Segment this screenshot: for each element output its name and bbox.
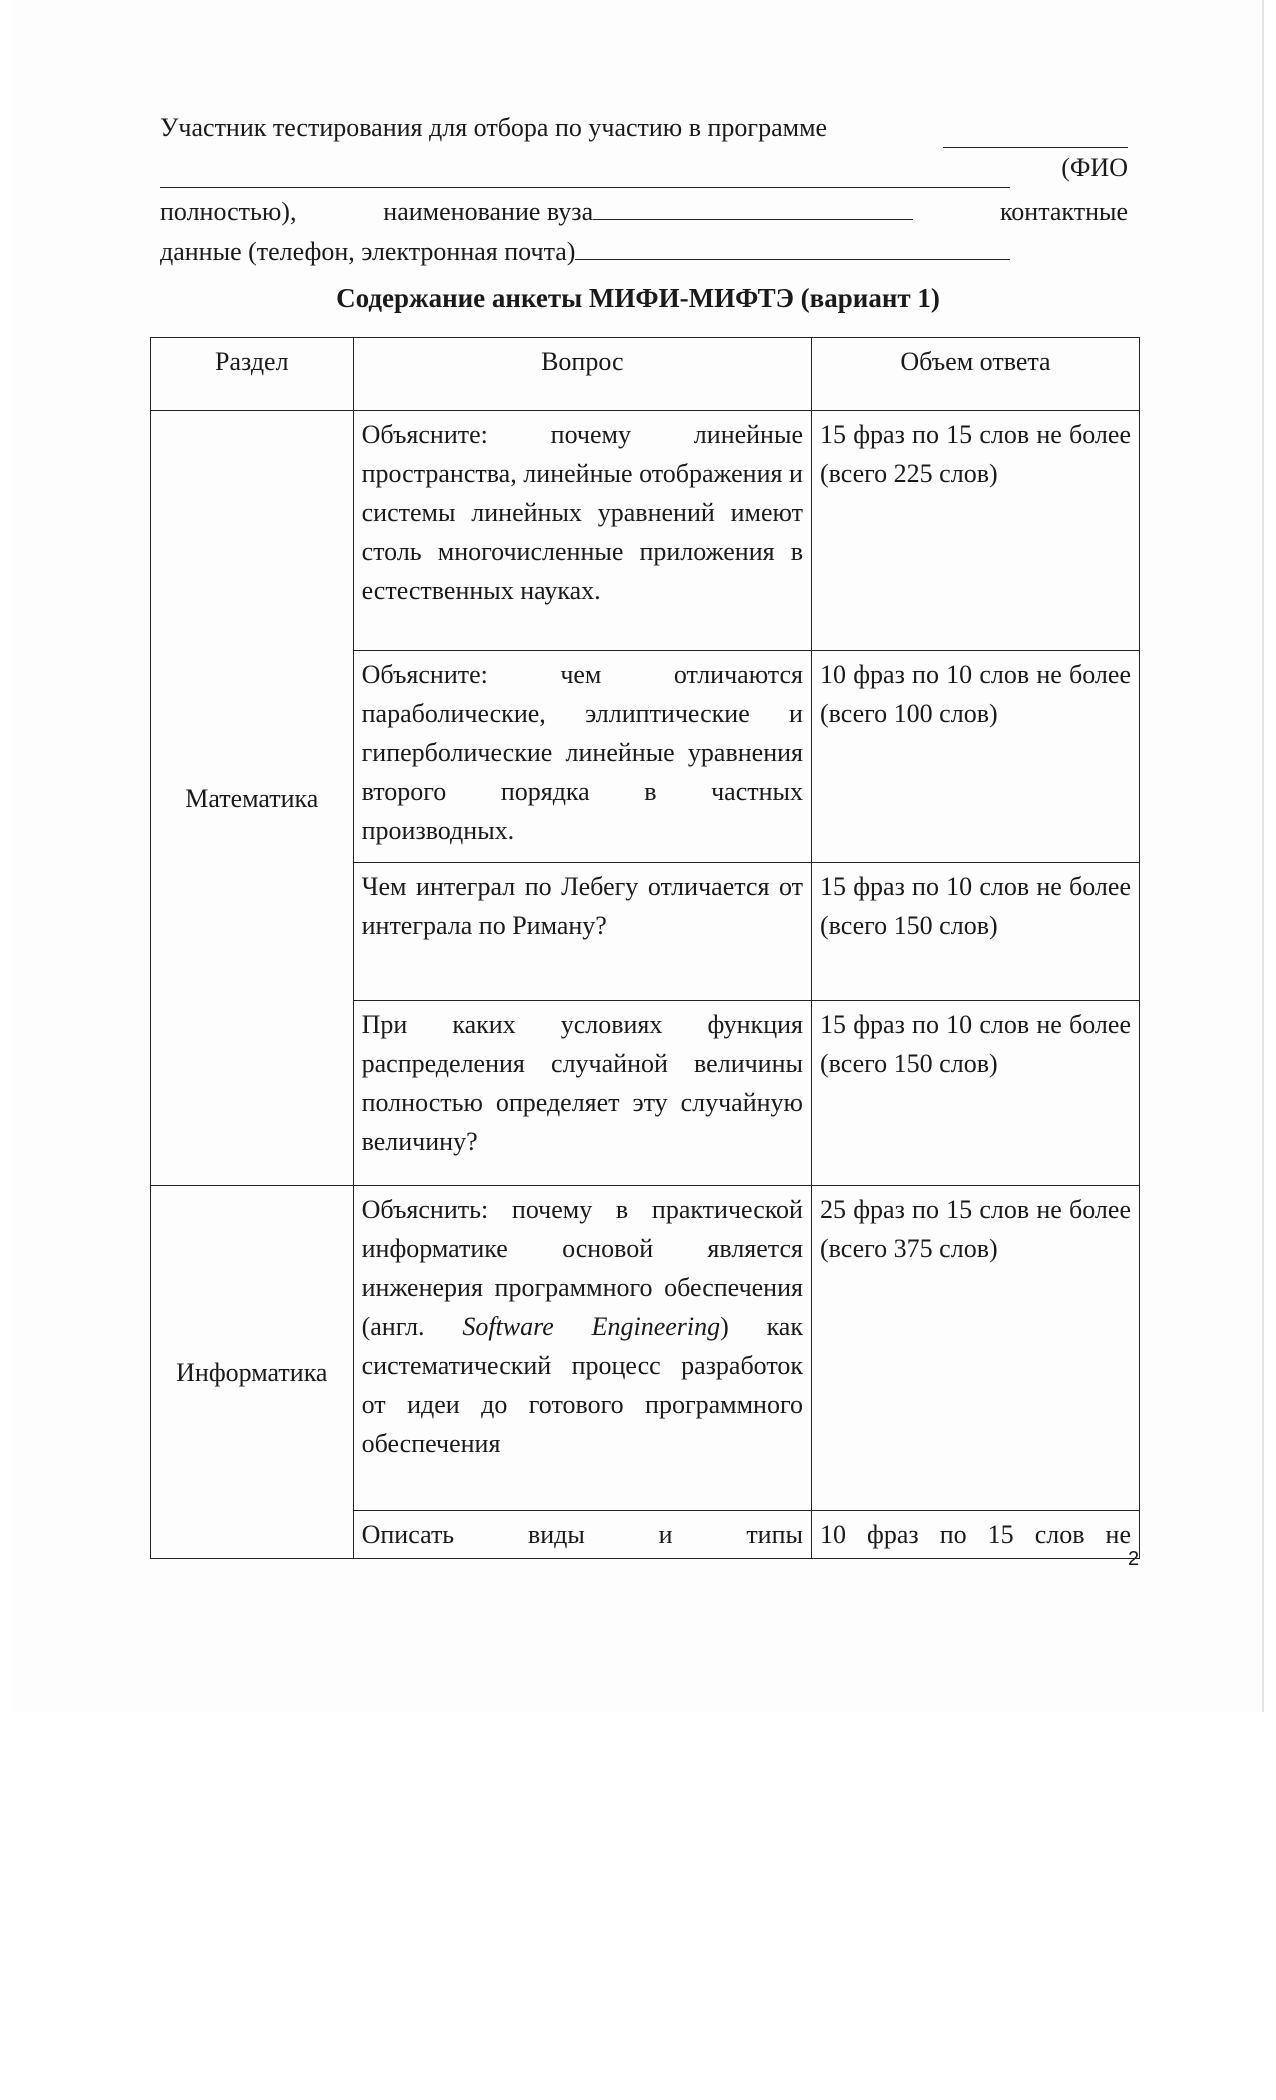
table-row: Чем интеграл по Лебегу отличается от инт…: [151, 862, 1141, 1001]
intro-contact-data-text: данные (телефон, электронная почта): [160, 237, 576, 266]
intro-university-text: наименование вуза: [383, 197, 594, 226]
answer-volume: 15 фраз по 10 слов не более (всего 150 с…: [810, 1000, 1141, 1186]
participant-form: Участник тестирования для отбора по учас…: [160, 108, 1128, 272]
header-section: Раздел: [150, 337, 354, 411]
answer-volume: 10 фраз по 15 слов не: [810, 1510, 1141, 1559]
table-row: Информатика Объяснить: почему в практиче…: [150, 1185, 1141, 1559]
intro-line1: Участник тестирования для отбора по учас…: [160, 113, 828, 142]
question-part: ) как систематический процесс разработок…: [361, 1312, 803, 1458]
table-header: Раздел Вопрос Объем ответа: [150, 337, 1141, 411]
question-italic-term: Software Engineering: [462, 1312, 721, 1341]
question-part: Объяснить: почему в практической информа…: [361, 1195, 803, 1341]
question: При каких условиях функция распределения…: [352, 1000, 812, 1186]
table-row: Математика Объясните: почему линейные пр…: [150, 410, 1141, 1186]
section-informatics: Информатика: [150, 1185, 354, 1559]
intro-fullname-text: полностью),: [160, 197, 297, 226]
questionnaire-table: Раздел Вопрос Объем ответа Математика Об…: [150, 337, 1141, 1559]
answer-volume: 10 фраз по 10 слов не более (всего 100 с…: [810, 650, 1141, 863]
question: Объясните: чем отличаются параболические…: [352, 650, 812, 863]
question: Чем интеграл по Лебегу отличается от инт…: [352, 862, 812, 1001]
contacts-field[interactable]: [575, 233, 1011, 260]
header-answer-volume: Объем ответа: [810, 337, 1141, 411]
university-field[interactable]: [593, 193, 914, 220]
answer-volume: 15 фраз по 15 слов не более (всего 225 с…: [810, 410, 1141, 651]
document-title: Содержание анкеты МИФИ-МИФТЭ (вариант 1): [336, 283, 940, 313]
header-question: Вопрос: [352, 337, 812, 411]
table-row: При каких условиях функция распределения…: [151, 1000, 1141, 1186]
intro-fio: (ФИО: [1061, 153, 1128, 182]
program-field[interactable]: [943, 121, 1128, 148]
question: Объясните: почему линейные пространства,…: [352, 410, 812, 651]
answer-volume: 25 фраз по 15 слов не более (всего 375 с…: [810, 1185, 1141, 1511]
answer-volume: 15 фраз по 10 слов не более (всего 150 с…: [810, 862, 1141, 1001]
question: Объяснить: почему в практической информа…: [352, 1185, 812, 1511]
section-math: Математика: [150, 410, 354, 1186]
table-row: Объясните: чем отличаются параболические…: [151, 650, 1141, 863]
fullname-field[interactable]: [160, 161, 1010, 188]
question: Описать виды и типы: [352, 1510, 812, 1559]
intro-contacts-text: контактные: [999, 197, 1128, 226]
page-number: 2: [1128, 1548, 1140, 1570]
table-row: Описать виды и типы 10 фраз по 15 слов н…: [151, 1510, 1141, 1559]
